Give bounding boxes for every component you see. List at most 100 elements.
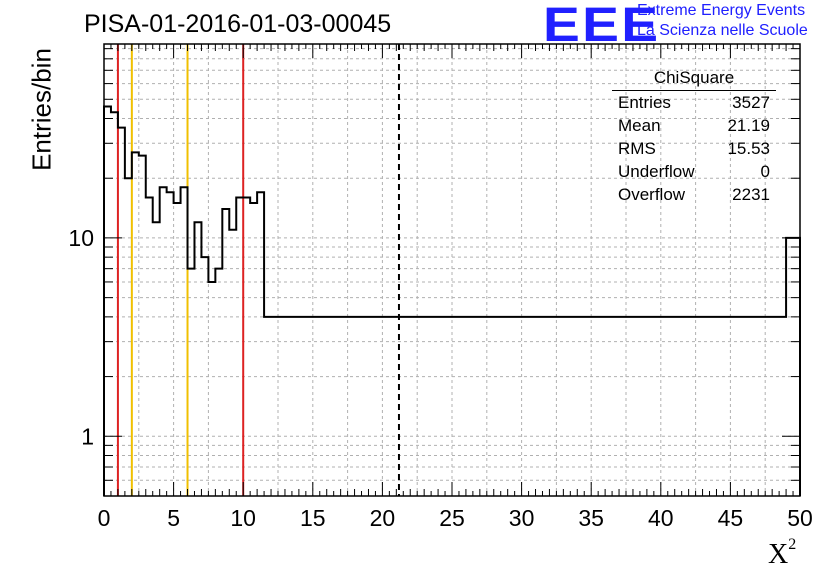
x-tick-label: 45 [718, 505, 744, 531]
stats-value: 3527 [732, 93, 770, 112]
stats-value: 2231 [732, 185, 770, 204]
histogram-bin [689, 317, 696, 496]
histogram-bin [403, 317, 410, 496]
histogram-bin [605, 317, 612, 496]
histogram-bin [111, 112, 118, 496]
histogram-bin [584, 317, 591, 496]
histogram-bin [522, 317, 529, 496]
stats-name: Overflow [618, 185, 686, 204]
histogram-bin [320, 317, 327, 496]
histogram-bin [612, 317, 619, 496]
stats-name: Underflow [618, 162, 695, 181]
histogram-bin [487, 317, 494, 496]
x-tick-label: 20 [370, 505, 396, 531]
histogram-bin [598, 317, 605, 496]
x-axis-label: X2 [768, 536, 796, 571]
histogram-bin [236, 197, 243, 496]
histogram-bin [334, 317, 341, 496]
histogram-bin [703, 317, 710, 496]
histogram-bin [480, 317, 487, 496]
histogram-bin [104, 106, 111, 496]
histogram-bin [730, 317, 737, 496]
x-tick-label: 0 [98, 505, 111, 531]
eee-logo-line2: La Scienza nelle Scuole [637, 22, 808, 39]
histogram-bin [452, 317, 459, 496]
histogram-bin [786, 238, 793, 496]
histogram-bin [438, 317, 445, 496]
histogram-bin [640, 317, 647, 496]
histogram-bin [779, 317, 786, 496]
stats-row-rms: RMS 15.53 [612, 137, 776, 160]
histogram-bin [292, 317, 299, 496]
histogram-bin [146, 197, 153, 496]
x-tick-label: 50 [787, 505, 813, 531]
histogram-bin [626, 317, 633, 496]
stats-name: RMS [618, 139, 656, 158]
histogram-bin [508, 317, 515, 496]
histogram-bin [153, 222, 160, 496]
stats-divider [612, 90, 776, 91]
histogram-bin [793, 238, 800, 496]
histogram-bin [417, 317, 424, 496]
y-axis-label: Entries/bin [26, 48, 57, 171]
stats-row-underflow: Underflow 0 [612, 160, 776, 183]
histogram-bin [243, 197, 250, 496]
histogram-bin [466, 317, 473, 496]
histogram-bin [661, 317, 668, 496]
histogram-bin [313, 317, 320, 496]
x-axis-label-superscript: 2 [788, 536, 797, 553]
histogram-bin [591, 317, 598, 496]
histogram-bin [368, 317, 375, 496]
stats-value: 0 [760, 162, 770, 181]
x-tick-label: 5 [167, 505, 180, 531]
histogram-bin [542, 317, 549, 496]
histogram-bin [682, 317, 689, 496]
stats-name: Mean [618, 116, 661, 135]
histogram-bin [375, 317, 382, 496]
histogram-bin [633, 317, 640, 496]
run-title: PISA-01-2016-01-03-00045 [84, 10, 392, 38]
histogram-bin [654, 317, 661, 496]
histogram-bin [194, 222, 201, 496]
histogram-bin [271, 317, 278, 496]
histogram-bin [696, 317, 703, 496]
histogram-bin [229, 230, 236, 496]
y-tick-label: 10 [68, 225, 94, 251]
histogram-bin [619, 317, 626, 496]
histogram-bin [668, 317, 675, 496]
histogram-bin [675, 317, 682, 496]
histogram-bin [737, 317, 744, 496]
histogram-bin [306, 317, 313, 496]
histogram-bin [348, 317, 355, 496]
histogram-bin [501, 317, 508, 496]
y-tick-label: 1 [81, 423, 94, 449]
histogram-bin [570, 317, 577, 496]
histogram-bin [556, 317, 563, 496]
histogram-bin [445, 317, 452, 496]
histogram-bin [382, 317, 389, 496]
histogram-bin [716, 317, 723, 496]
histogram-bin [515, 317, 522, 496]
histogram-bin [389, 317, 396, 496]
histogram-bin [563, 317, 570, 496]
eee-logo-line1: Extreme Energy Events [637, 2, 806, 19]
histogram-bin [208, 282, 215, 496]
histogram-bin [577, 317, 584, 496]
histogram-bin [424, 317, 431, 496]
histogram-bin [355, 317, 362, 496]
x-tick-label: 25 [439, 505, 465, 531]
stats-box: ChiSquare Entries 3527 Mean 21.19 RMS 15… [612, 66, 776, 206]
x-tick-label: 10 [230, 505, 256, 531]
stats-title: ChiSquare [653, 68, 735, 87]
histogram-bin [431, 317, 438, 496]
histogram-bin [459, 317, 466, 496]
histogram-bin [473, 317, 480, 496]
histogram-bin [215, 269, 222, 496]
histogram-bin [188, 269, 195, 496]
histogram-bin [710, 317, 717, 496]
histogram-bin [529, 317, 536, 496]
x-tick-label: 30 [509, 505, 535, 531]
eee-logo: EEE [543, 0, 661, 52]
histogram-bin [536, 317, 543, 496]
